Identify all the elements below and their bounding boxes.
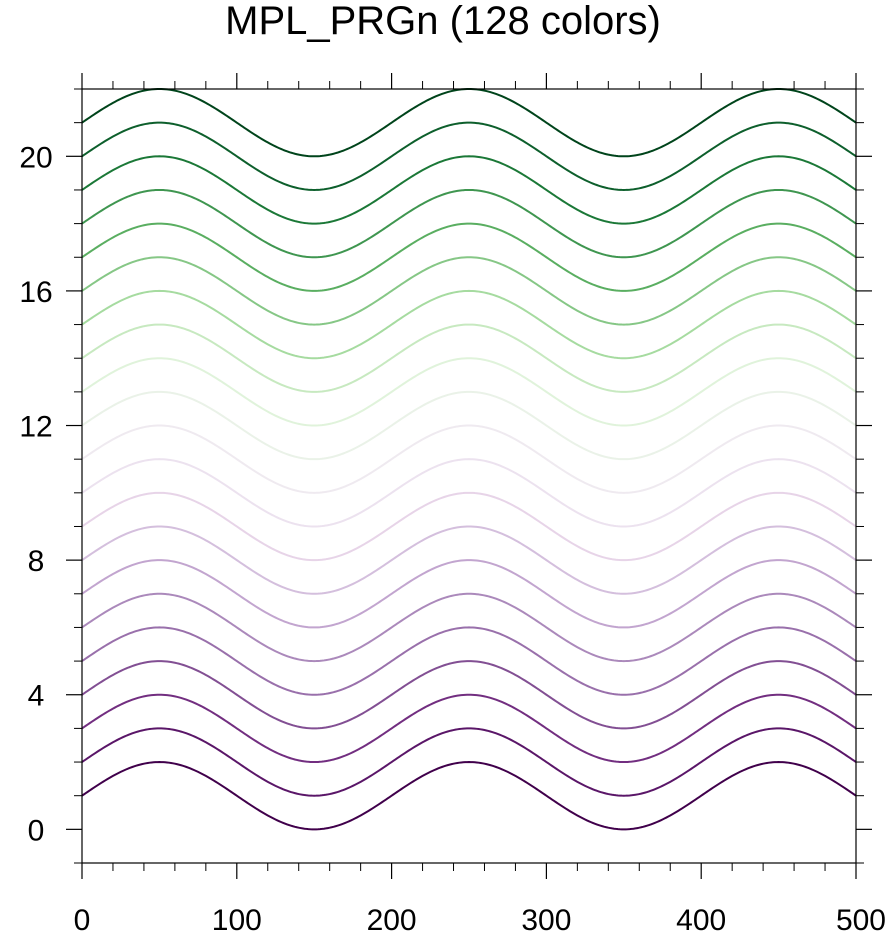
y-tick-label: 4 (28, 680, 45, 713)
series-line-10 (81, 424, 857, 494)
series-layer (81, 88, 857, 831)
series-line-11 (81, 390, 857, 461)
series-line-1 (81, 727, 857, 797)
axis-layer (66, 73, 872, 879)
series-line-19 (81, 121, 857, 191)
series-line-17 (81, 188, 857, 259)
y-tick-label: 0 (28, 814, 45, 847)
series-line-18 (81, 155, 857, 225)
series-line-9 (81, 458, 857, 528)
series-line-4 (81, 626, 857, 696)
x-tick-label: 100 (212, 904, 262, 935)
series-line-14 (81, 289, 857, 360)
series-line-15 (81, 256, 857, 326)
x-tick-label: 0 (74, 904, 91, 935)
series-line-12 (81, 357, 857, 427)
x-tick-label: 200 (367, 904, 417, 935)
series-line-5 (81, 592, 857, 663)
series-line-6 (81, 559, 857, 629)
series-line-16 (81, 222, 857, 292)
y-tick-label: 8 (28, 545, 45, 578)
series-line-0 (81, 761, 857, 831)
y-tick-label: 20 (19, 141, 52, 174)
plot-frame (81, 88, 857, 864)
x-tick-label: 300 (521, 904, 571, 935)
y-tick-label: 16 (19, 276, 52, 309)
x-tick-label: 500 (836, 904, 886, 935)
series-line-8 (81, 491, 857, 562)
x-tick-label: 400 (676, 904, 726, 935)
series-line-2 (81, 693, 857, 764)
chart-title: MPL_PRGn (128 colors) (225, 0, 661, 43)
series-line-3 (81, 660, 857, 730)
series-line-13 (81, 323, 857, 393)
series-line-7 (81, 525, 857, 595)
y-tick-label: 12 (19, 411, 52, 444)
label-layer: 0 100 200 300 400 500 0 4 8 12 16 20 (19, 141, 886, 935)
